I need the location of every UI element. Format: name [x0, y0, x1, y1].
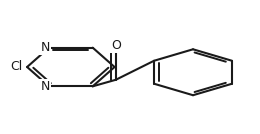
- Text: N: N: [40, 41, 50, 54]
- Text: N: N: [40, 80, 50, 93]
- Text: O: O: [111, 39, 121, 52]
- Text: Cl: Cl: [11, 60, 23, 74]
